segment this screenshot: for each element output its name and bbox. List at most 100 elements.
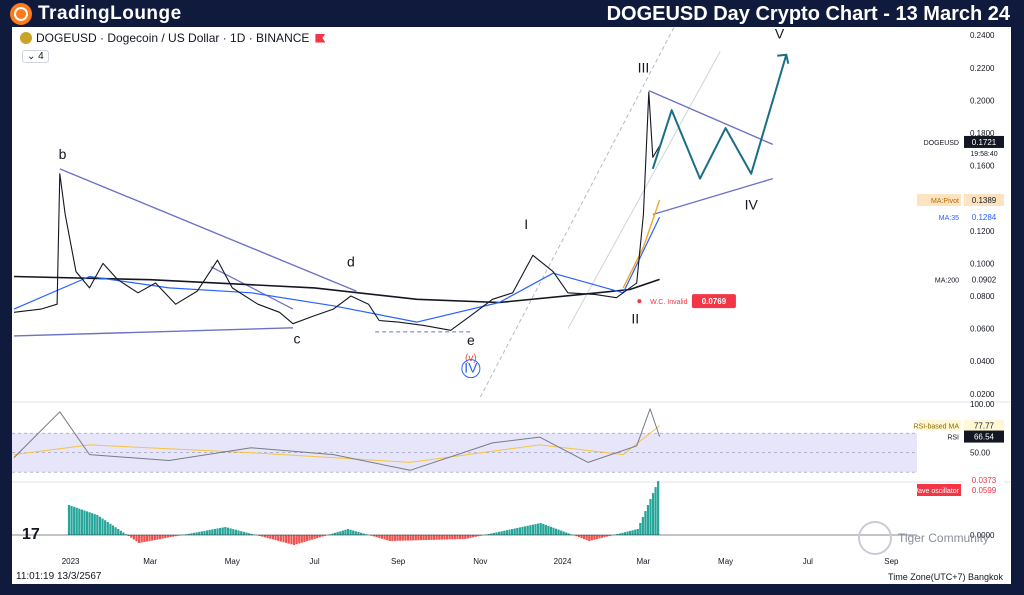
wave-oscillator-tag-value: 0.0599 [972, 486, 997, 495]
wave-oscillator-bar [477, 535, 480, 537]
wave-oscillator-bar [641, 517, 644, 535]
wave-oscillator-bar [608, 535, 611, 536]
wave-oscillator-bar [500, 531, 503, 535]
rsi-y-tick: 100.00 [970, 400, 995, 409]
wave-oscillator-bar [101, 518, 104, 535]
wave-oscillator-bar [409, 535, 412, 541]
tiger-community-watermark: Tiger Community [858, 521, 989, 555]
wave-label: e [467, 332, 475, 348]
wave-oscillator-bar [600, 535, 604, 538]
last-price-value: 0.1721 [972, 138, 997, 147]
rsi-tag-value: 66.54 [974, 433, 995, 442]
wave-oscillator-bar [132, 535, 135, 540]
wave-oscillator-bar [524, 526, 527, 535]
ma-pivot-tag-value: 0.1389 [972, 196, 997, 205]
wave-oscillator-bar [401, 535, 404, 541]
wave-oscillator-bar [618, 533, 621, 535]
wave-oscillator-bar [124, 534, 128, 535]
wave-oscillator-bar [109, 523, 112, 535]
wave-oscillator-bar [344, 529, 347, 535]
wave-oscillator-bar [503, 530, 506, 535]
rsi-tag-label: RSI [947, 435, 959, 442]
x-tick-label: Jul [309, 557, 319, 566]
wave-oscillator-bar [346, 529, 350, 535]
wave-oscillator-bar [495, 532, 498, 535]
rsi-ma-tag-label-bg [917, 419, 961, 432]
rsi-tag-label-bg [917, 430, 961, 443]
wave-oscillator-bar [323, 535, 326, 536]
wave-oscillator-bar [508, 529, 511, 535]
wave-oscillator-bar [370, 535, 373, 536]
wave-oscillator-bar [339, 531, 342, 535]
wave-oscillator-bar [631, 530, 634, 535]
indicator-count-badge[interactable]: ⌄ 4 [22, 50, 49, 63]
wave-oscillator-bar [393, 535, 397, 541]
wave-oscillator-bar [111, 525, 115, 535]
wave-oscillator-bar [226, 527, 230, 535]
wave-oscillator-bar [646, 505, 650, 535]
wave-oscillator-bar [365, 534, 368, 535]
wave-oscillator-bar [349, 529, 352, 535]
wave-oscillator-bar [298, 535, 301, 544]
wave-oscillator-bar [651, 493, 655, 535]
wave-oscillator-bar [263, 535, 267, 538]
wave-oscillator-bar [471, 535, 475, 538]
wave-oscillator-bar [232, 529, 235, 535]
wave-oscillator-bar [526, 525, 529, 535]
wave-oscillator-bar [277, 535, 280, 541]
y-tick-label: 0.2000 [970, 96, 995, 105]
wave-oscillator-bar [258, 535, 261, 536]
x-tick-label: May [718, 557, 733, 566]
flag-icon[interactable] [315, 33, 326, 43]
wave-oscillator-bar [119, 530, 122, 535]
wave-oscillator-bar [445, 535, 449, 540]
wave-oscillator-bar [422, 535, 425, 541]
wave-oscillator-bar [88, 512, 91, 535]
wave-oscillator-bar [544, 524, 547, 535]
wave-oscillator-bar [603, 535, 606, 538]
x-tick-label: Jul [803, 557, 813, 566]
wave-oscillator-bar [378, 535, 381, 538]
wave-oscillator-bar [200, 531, 203, 535]
wave-oscillator-bar [143, 535, 146, 543]
wave-oscillator-bar [341, 530, 344, 535]
wave-oscillator-bar [412, 535, 415, 541]
last-price-label: DOGEUSD [924, 140, 959, 147]
wave-label: d [347, 254, 355, 270]
y-tick-label: 0.2200 [970, 64, 995, 73]
wave-label: IV [745, 197, 759, 213]
wave-oscillator-bar [336, 532, 339, 535]
wave-oscillator-bar [195, 532, 198, 535]
symbol-title: DOGEUSD · Dogecoin / US Dollar · 1D · BI… [36, 31, 310, 45]
dogecoin-icon [20, 32, 32, 44]
y-tick-label: 0.1800 [970, 129, 995, 138]
wave-oscillator-bar [505, 530, 508, 535]
wave-oscillator-bar [359, 532, 363, 535]
wave-oscillator-bar [316, 535, 319, 539]
wave-oscillator-bar [127, 535, 130, 536]
wave-oscillator-bar [145, 535, 149, 542]
wave-label: I [524, 216, 528, 232]
header-bar: TradingLounge DOGEUSD Day Crypto Chart -… [0, 0, 1024, 28]
wave-oscillator-bar [177, 535, 180, 536]
wave-oscillator-bar [234, 529, 238, 535]
symbol-header[interactable]: DOGEUSD · Dogecoin / US Dollar · 1D · BI… [20, 31, 326, 45]
chart-svg[interactable]: 0.02000.04000.06000.08000.10000.12000.14… [12, 27, 1011, 584]
tradingview-logo-icon: 17 [22, 526, 40, 543]
wave-oscillator-bar [399, 535, 402, 541]
invalidation-dot [637, 299, 642, 304]
rsi-ma-line [13, 425, 660, 463]
chart-panel[interactable]: 0.02000.04000.06000.08000.10000.12000.14… [12, 27, 1011, 584]
ma35-tag-value: 0.1284 [972, 213, 997, 222]
wave-oscillator-bar [174, 535, 177, 537]
y-tick-label: 0.0600 [970, 325, 995, 334]
wave-oscillator-bar [80, 509, 83, 535]
wave-oscillator-bar [606, 535, 609, 537]
timezone-label[interactable]: Time Zone(UTC+7) Bangkok [888, 572, 1003, 582]
countdown: 19:58:40 [970, 151, 997, 158]
wave-v-arrowhead [777, 53, 790, 64]
wave-oscillator-bar [639, 523, 642, 535]
ma200-tag-value-bg [964, 273, 1004, 286]
wave-oscillator-bar [245, 532, 248, 535]
oscillator-y-tick: 0.0000 [970, 531, 995, 540]
